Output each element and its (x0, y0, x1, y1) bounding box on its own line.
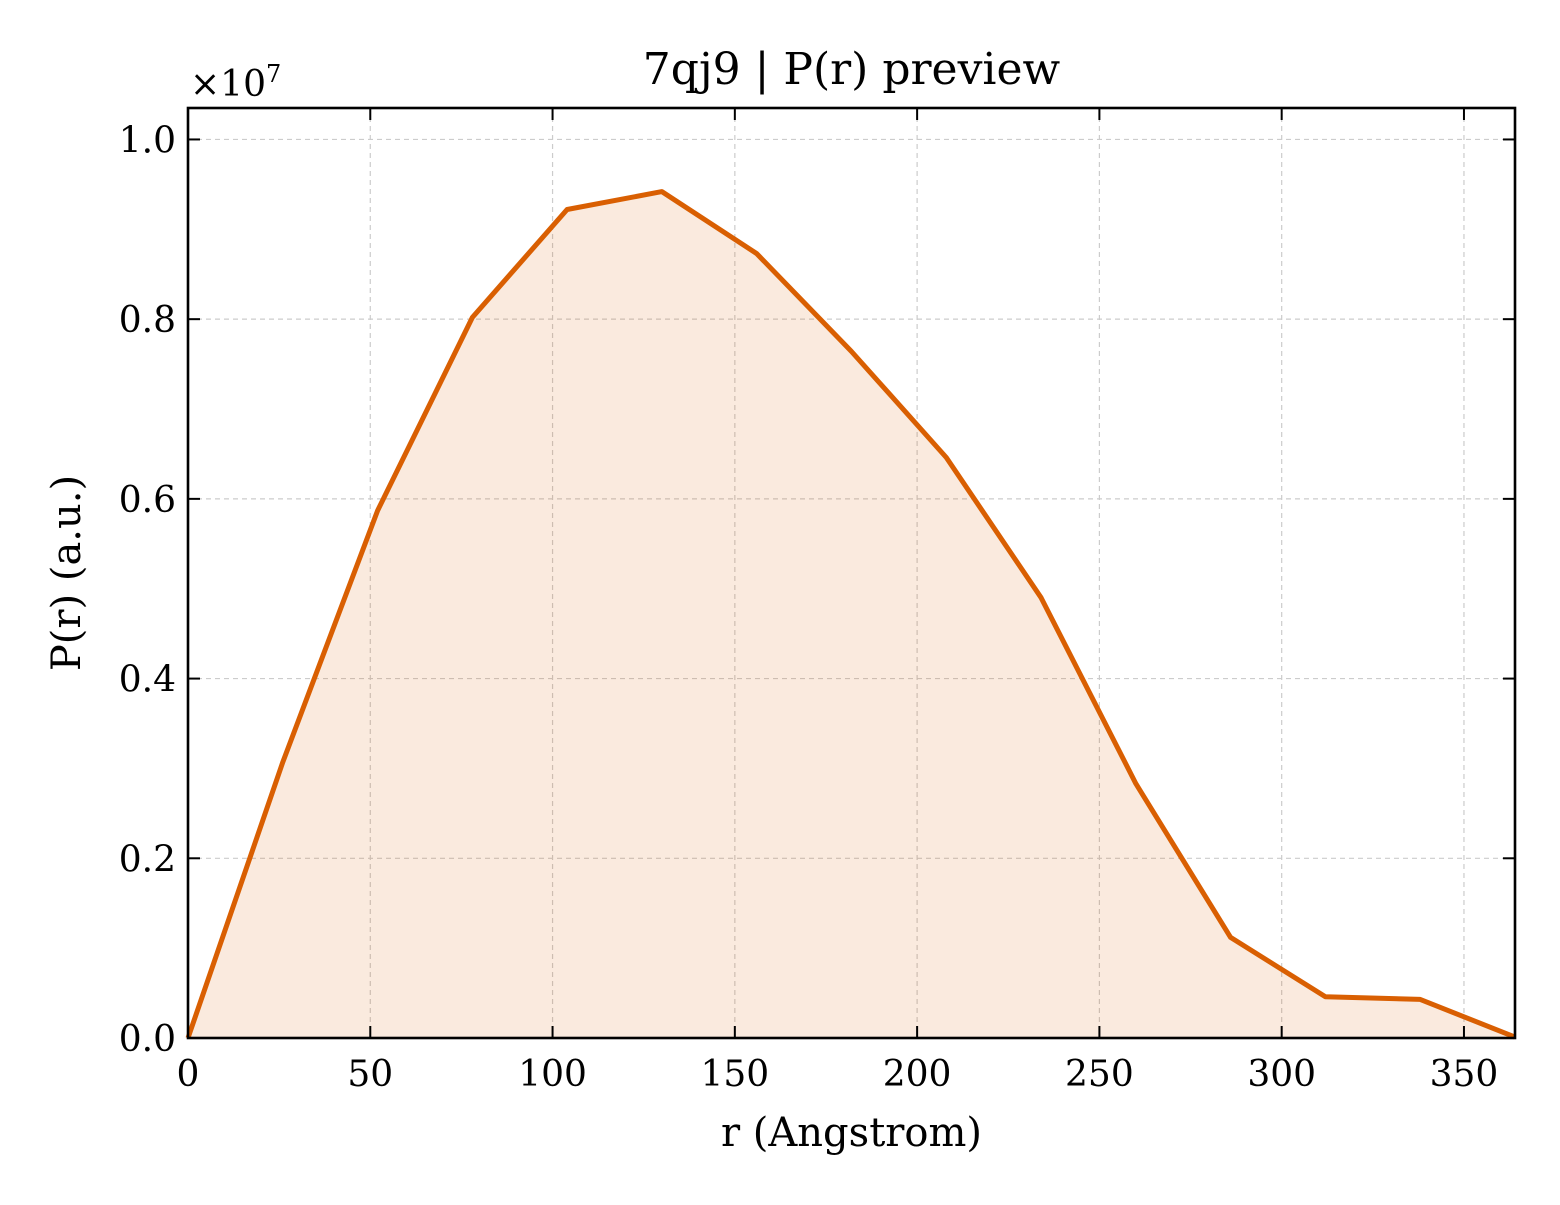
x-tick-label: 350 (1430, 1054, 1499, 1095)
y-axis-label: P(r) (a.u.) (44, 475, 90, 671)
y-tick-label: 0.6 (119, 480, 176, 521)
x-axis-label: r (Angstrom) (721, 1110, 982, 1156)
y-tick-label: 0.4 (119, 660, 176, 701)
ticks: 0 50 100 150 200 250 300 350 0.0 0.2 0.4 0.6 0.8 1.0 (119, 108, 1515, 1095)
series-line (185, 189, 1516, 1040)
y-tick-label: 0.0 (119, 1019, 176, 1060)
grid (188, 108, 1515, 1038)
x-tick-label: 200 (883, 1054, 952, 1095)
plot-area (185, 189, 1516, 1040)
y-tick-label: 1.0 (119, 120, 176, 161)
y-offset-label: ×107 (190, 60, 281, 105)
y-tick-label: 0.2 (119, 839, 176, 880)
chart-title: 7qj9 | P(r) preview (643, 44, 1061, 95)
x-tick-label: 300 (1247, 1054, 1316, 1095)
y-tick-label: 0.8 (119, 300, 176, 341)
x-tick-label: 50 (347, 1054, 393, 1095)
x-tick-label: 100 (518, 1054, 587, 1095)
x-tick-label: 150 (700, 1054, 769, 1095)
y-offset-exponent: 7 (266, 60, 281, 88)
y-offset-base: ×10 (190, 64, 266, 105)
x-tick-label: 0 (177, 1054, 200, 1095)
area-fill (188, 191, 1515, 1039)
x-tick-label: 250 (1065, 1054, 1134, 1095)
plot-frame (186, 106, 1517, 1040)
